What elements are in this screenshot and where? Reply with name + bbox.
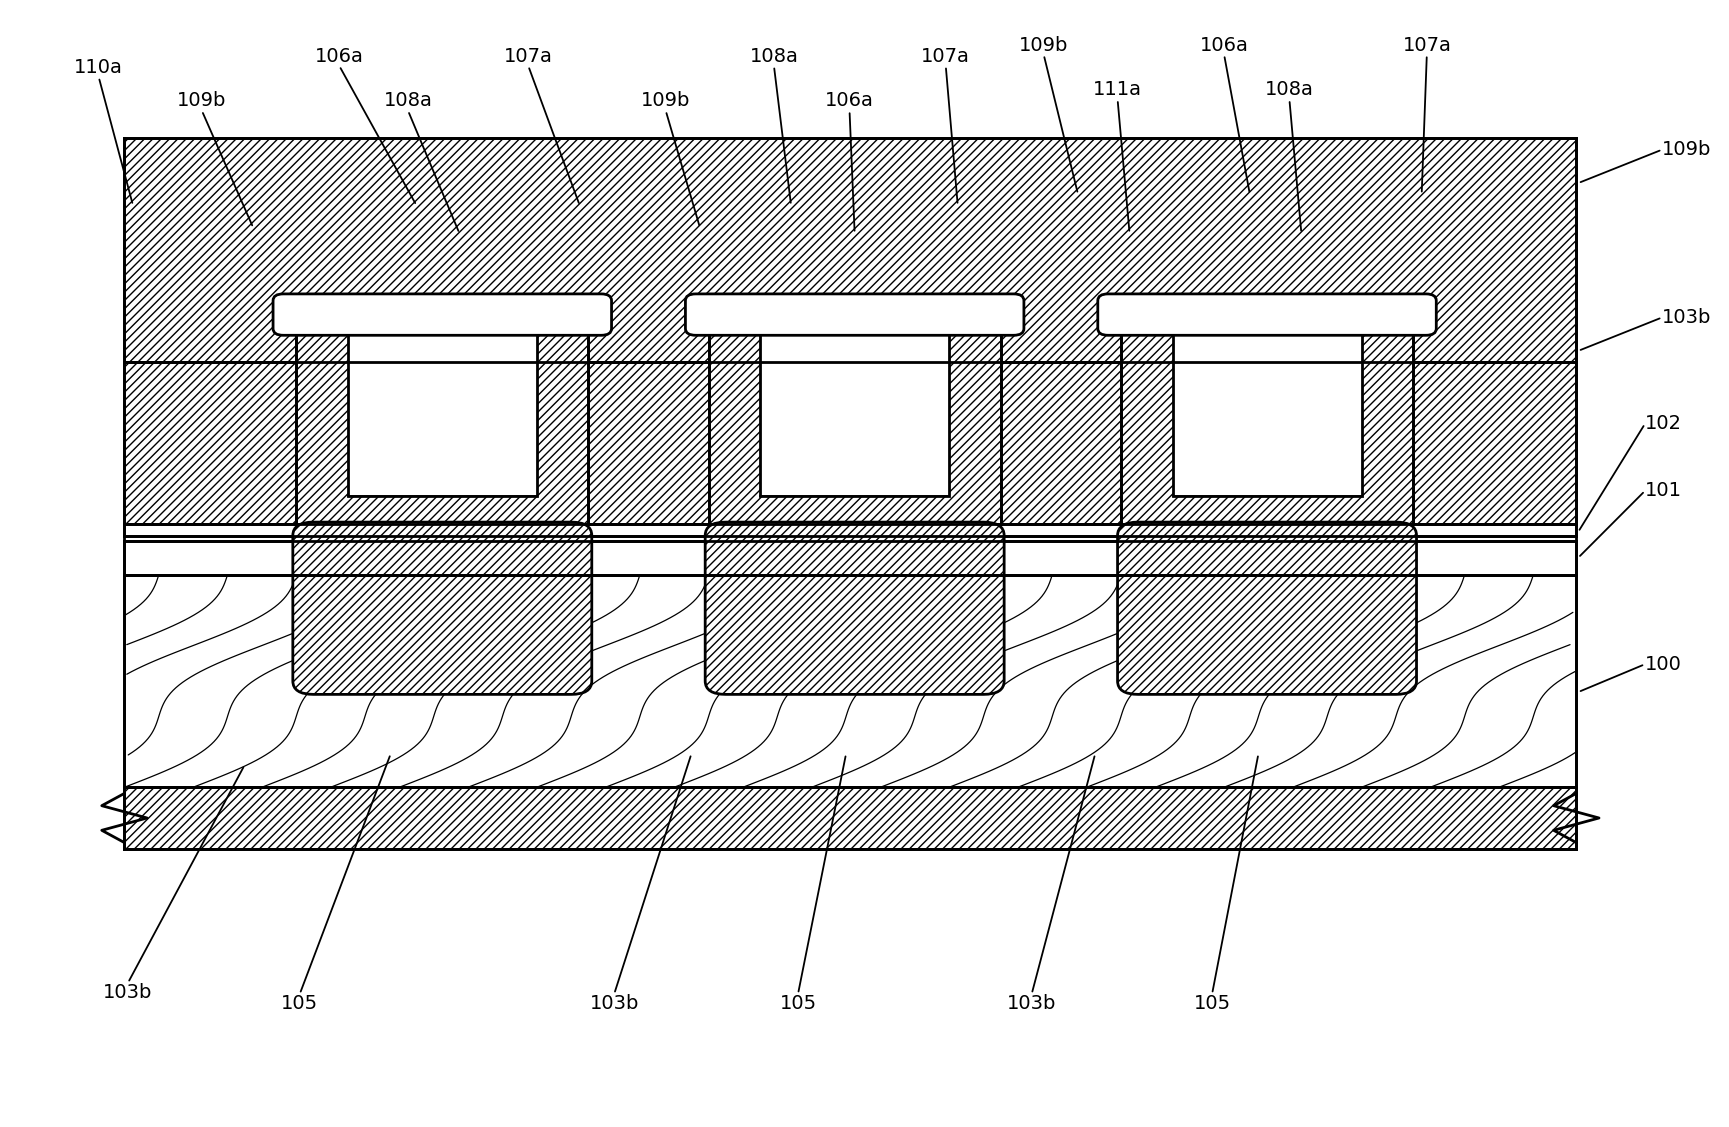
FancyBboxPatch shape [1098, 294, 1437, 336]
Text: 108a: 108a [749, 46, 799, 65]
Text: 108a: 108a [1266, 80, 1314, 99]
Bar [313, 535, 571, 580]
Text: 106a: 106a [825, 91, 873, 110]
Bar [296, 318, 588, 524]
Text: 103b: 103b [104, 983, 152, 1002]
Text: 109b: 109b [1018, 36, 1069, 54]
Text: 110a: 110a [74, 57, 123, 77]
Bar [1172, 323, 1361, 496]
Text: 103b: 103b [590, 994, 638, 1013]
Bar [348, 323, 536, 496]
Text: 100: 100 [1644, 655, 1682, 674]
FancyBboxPatch shape [292, 522, 591, 694]
Bar [761, 323, 949, 496]
Bar [726, 535, 984, 580]
FancyBboxPatch shape [1117, 522, 1416, 694]
Text: 101: 101 [1644, 481, 1682, 500]
Text: 109b: 109b [176, 91, 226, 110]
FancyBboxPatch shape [273, 294, 612, 336]
Text: 108a: 108a [384, 91, 432, 110]
FancyBboxPatch shape [685, 294, 1024, 336]
Text: 106a: 106a [1200, 36, 1248, 54]
Text: 107a: 107a [922, 46, 970, 65]
Bar [124, 788, 1577, 849]
Bar [709, 318, 1001, 524]
Text: 106a: 106a [315, 46, 363, 65]
Bar [1138, 535, 1395, 580]
Text: 103b: 103b [1662, 308, 1712, 327]
Text: 105: 105 [780, 994, 816, 1013]
Text: 102: 102 [1644, 414, 1682, 433]
Text: 105: 105 [1193, 994, 1231, 1013]
Bar [1120, 318, 1413, 524]
Bar [124, 362, 1577, 524]
Text: 107a: 107a [1402, 36, 1451, 54]
Text: 103b: 103b [1006, 994, 1056, 1013]
Text: 109b: 109b [641, 91, 690, 110]
Text: 105: 105 [282, 994, 318, 1013]
Bar [124, 139, 1577, 362]
Text: 111a: 111a [1093, 80, 1143, 99]
Bar [124, 524, 1577, 535]
Bar [124, 575, 1577, 788]
Bar [124, 575, 1577, 788]
Text: 109b: 109b [1662, 140, 1712, 159]
Text: 107a: 107a [503, 46, 553, 65]
Bar [124, 541, 1577, 575]
FancyBboxPatch shape [705, 522, 1005, 694]
